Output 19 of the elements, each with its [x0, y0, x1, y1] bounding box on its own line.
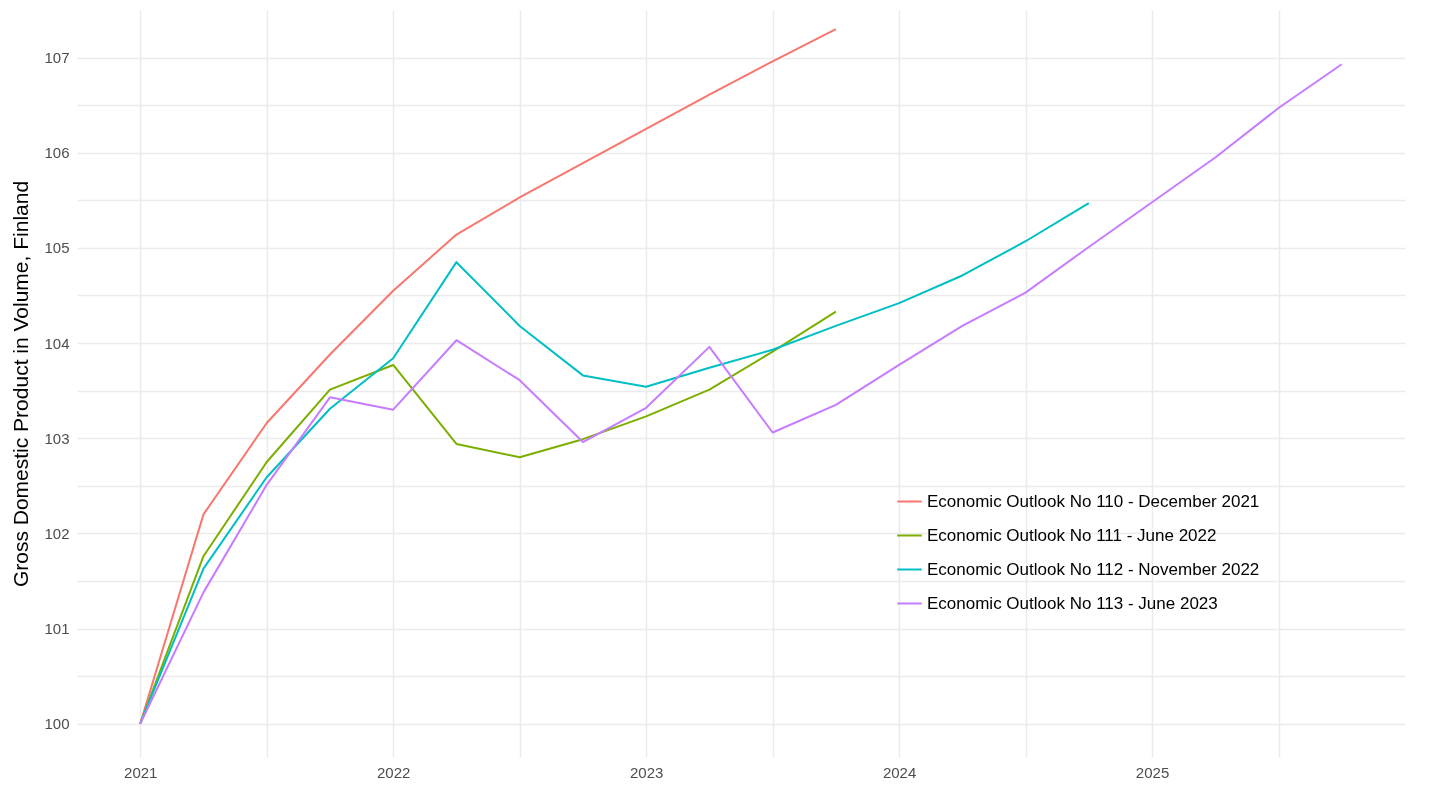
- y-tick-label: 101: [44, 620, 70, 638]
- x-tick-label: 2021: [124, 763, 158, 781]
- legend-label: Economic Outlook No 111 - June 2022: [927, 525, 1217, 545]
- line-series: [139, 63, 1343, 725]
- x-tick-label: 2025: [1135, 763, 1170, 781]
- y-tick-label: 103: [44, 429, 70, 447]
- y-tick-label: 102: [44, 524, 70, 542]
- legend-label: Economic Outlook No 112 - November 2022: [927, 559, 1260, 579]
- y-tick-label: 100: [44, 715, 70, 733]
- legend-label: Economic Outlook No 113 - June 2023: [927, 593, 1218, 613]
- x-tick-label: 2022: [377, 763, 411, 781]
- y-tick-label: 105: [44, 239, 70, 257]
- y-tick-label: 104: [44, 334, 70, 352]
- x-tick-label: 2023: [629, 763, 664, 781]
- y-tick-label: 106: [44, 144, 70, 162]
- y-axis-title: Gross Domestic Product in Volume, Finland: [9, 180, 33, 588]
- y-tick-label: 107: [44, 49, 70, 67]
- legend-label: Economic Outlook No 110 - December 2021: [927, 491, 1260, 511]
- x-tick-label: 2024: [882, 763, 917, 781]
